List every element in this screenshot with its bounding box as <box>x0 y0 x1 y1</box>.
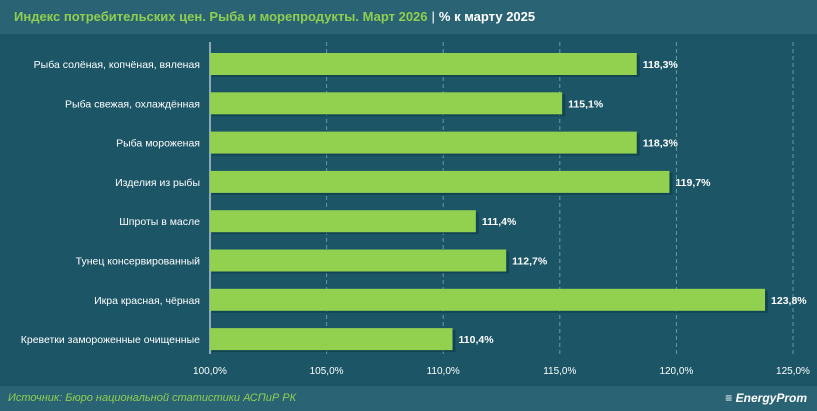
bar <box>210 288 766 311</box>
bar-chart: 100,0% 105,0% 110,0% 115,0% 120,0% 125,0% Рыба… <box>21 42 810 377</box>
data-label: 123,8% <box>771 295 807 307</box>
category-label: Рыба свежая, охлаждённая <box>65 98 200 110</box>
tick-label: 100,0% <box>193 366 227 377</box>
data-label: 115,1% <box>568 98 604 110</box>
tick-label: 115,0% <box>543 366 576 377</box>
tick-label: 105,0% <box>310 366 344 377</box>
data-label: 110,4% <box>459 334 495 346</box>
title-separator: | <box>431 9 435 24</box>
category-label: Икра красная, чёрная <box>94 295 200 307</box>
data-label: 111,4% <box>482 216 517 228</box>
title-main: Индекс потребительских цен. Рыба и мореп… <box>14 9 428 24</box>
bar <box>210 328 453 351</box>
bar <box>210 53 637 75</box>
tick-label: 120,0% <box>659 366 693 377</box>
category-label: Тунец консервированный <box>76 256 200 268</box>
category-label: Шпроты в масле <box>119 216 200 228</box>
category-label: Рыба мороженая <box>116 138 200 150</box>
title-subtitle: % к марту 2025 <box>438 9 536 24</box>
energyprom-logo: ≡ EnergyProm <box>725 391 807 405</box>
chart-title: Индекс потребительских цен. Рыба и мореп… <box>14 9 535 24</box>
bar <box>210 92 563 115</box>
category-label: Рыба солёная, копчёная, вяленая <box>34 59 200 71</box>
data-label: 118,3% <box>643 59 679 71</box>
data-label: 118,3% <box>643 138 679 150</box>
data-label: 119,7% <box>675 177 711 189</box>
data-label: 112,7% <box>512 256 548 268</box>
bar <box>210 170 670 193</box>
logo-text: EnergyProm <box>735 391 807 405</box>
bar <box>210 131 637 154</box>
header: Индекс потребительских цен. Рыба и мореп… <box>0 0 817 34</box>
bar <box>210 249 507 272</box>
source-note: Источник: Бюро национальной статистики А… <box>8 392 297 404</box>
tick-label: 125,0% <box>776 366 810 377</box>
tick-label: 110,0% <box>427 366 460 377</box>
category-label: Креветки замороженные очищенные <box>21 334 200 346</box>
footer: Источник: Бюро национальной статистики А… <box>0 386 817 411</box>
category-label: Изделия из рыбы <box>115 177 200 189</box>
bar <box>210 210 476 233</box>
